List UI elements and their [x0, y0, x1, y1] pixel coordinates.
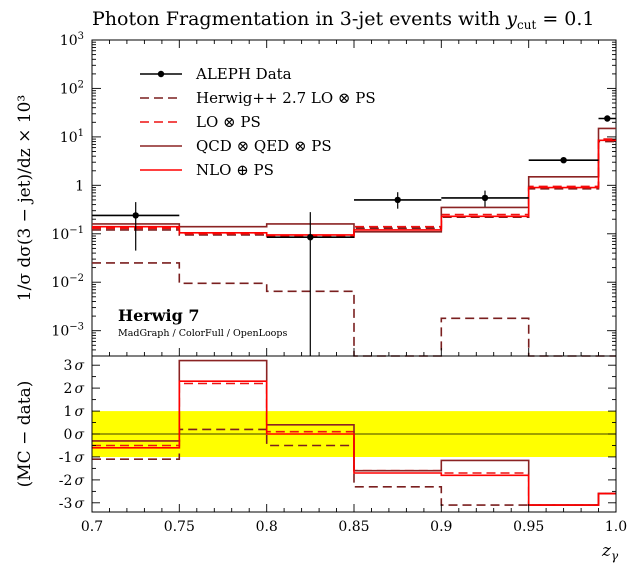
y-tick-label-main: 1	[75, 178, 84, 194]
legend-label: QCD ⊗ QED ⊗ PS	[196, 137, 332, 155]
y-tick-label-main: 102	[60, 79, 84, 97]
y-tick-label-main: 101	[60, 128, 84, 146]
ratio-y-ticks: 3 σ 2 σ 1 σ 0 σ -1 σ -2 σ -3 σ	[59, 358, 616, 512]
ratio-series-line	[92, 380, 616, 506]
ratio-y-axis-label: (MC − data)	[15, 381, 35, 488]
main-panel: 10−3 10−2 10−1 1 101 102 103	[51, 31, 617, 357]
y-tick-label-ratio: -2 σ	[59, 473, 85, 489]
title-var: y	[505, 8, 517, 30]
main-series-line	[92, 140, 616, 238]
data-points-group	[92, 115, 616, 356]
legend-label-data: ALEPH Data	[195, 65, 292, 83]
x-tick-label: 1.0	[605, 519, 627, 535]
x-tick-label: 0.7	[81, 519, 103, 535]
y-tick-label-main: 10−1	[51, 225, 84, 243]
herwig-label: Herwig 7	[118, 306, 199, 325]
x-tick-label: 0.95	[513, 519, 544, 535]
x-label-var: z	[601, 541, 612, 561]
data-point	[394, 196, 401, 204]
x-tick-label: 0.8	[256, 519, 278, 535]
main-y-ticks: 10−3 10−2 10−1 1 101 102 103	[51, 31, 616, 357]
main-y-axis-label: 1/σ dσ(3 − jet)/dz × 10³	[15, 95, 35, 301]
x-axis-label: zγ	[601, 541, 619, 563]
data-point	[481, 194, 489, 202]
x-tick-label: 0.9	[430, 519, 452, 535]
title-tail: = 0.1	[536, 8, 594, 30]
legend-marker-data	[157, 70, 165, 78]
main-series-line	[92, 139, 616, 236]
herwig-sublabel: MadGraph / ColorFull / OpenLoops	[118, 328, 287, 339]
chart-title: Photon Fragmentation in 3-jet events wit…	[92, 8, 595, 32]
data-point	[132, 212, 139, 219]
y-tick-label-main: 10−2	[51, 273, 84, 291]
legend-label: NLO ⊕ PS	[196, 161, 274, 179]
data-point	[560, 157, 567, 164]
title-sub: cut	[517, 18, 536, 32]
y-tick-label-main: 10−3	[51, 322, 84, 340]
title-main: Photon Fragmentation in 3-jet events wit…	[92, 8, 506, 30]
x-label-sub: γ	[611, 549, 619, 563]
legend-label: Herwig++ 2.7 LO ⊗ PS	[196, 89, 376, 107]
x-axis-ticks: 0.7 0.75 0.8 0.85 0.9 0.95 1.0	[81, 40, 627, 535]
x-tick-label: 0.85	[338, 519, 369, 535]
ratio-panel: 3 σ 2 σ 1 σ 0 σ -1 σ -2 σ -3 σ	[59, 355, 617, 513]
y-tick-label-main: 103	[60, 31, 84, 49]
data-point	[604, 115, 611, 122]
x-tick-label: 0.75	[164, 519, 195, 535]
main-series-line	[92, 127, 616, 233]
main-series-line	[92, 138, 616, 237]
data-point	[307, 234, 314, 241]
legend: ALEPH Data Herwig++ 2.7 LO ⊗ PS LO ⊗ PS QCD…	[140, 65, 376, 179]
ratio-series-group	[92, 359, 616, 506]
y-tick-label-ratio: -3 σ	[59, 496, 85, 512]
legend-label: LO ⊗ PS	[196, 113, 261, 131]
y-tick-label-ratio: -1 σ	[59, 450, 85, 466]
